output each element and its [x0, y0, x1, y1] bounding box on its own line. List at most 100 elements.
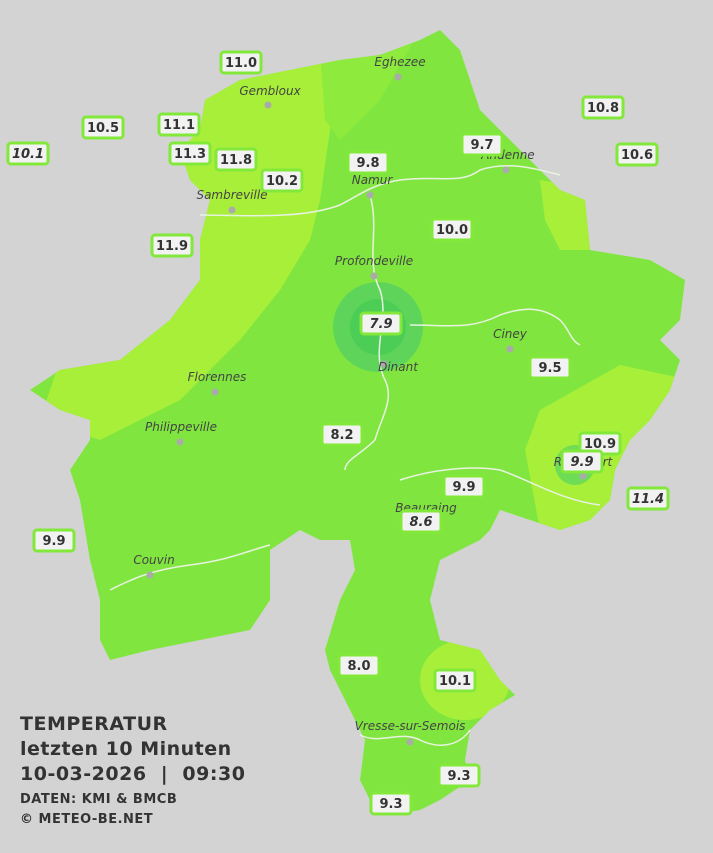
station-value: 10.9 — [584, 437, 616, 452]
station-value: 8.0 — [347, 659, 370, 674]
town-dot — [579, 472, 587, 480]
station-box — [430, 217, 474, 242]
station: 9.7 — [460, 132, 504, 157]
station-box — [460, 132, 504, 157]
station-box — [437, 763, 481, 788]
town-label: Vresse-sur-Semois — [355, 719, 466, 733]
station-box — [359, 311, 403, 336]
station-box — [6, 141, 50, 166]
town-dot — [370, 272, 378, 280]
town-label: Couvin — [133, 553, 174, 567]
station: 10.6 — [615, 142, 659, 167]
station: 10.1 — [433, 668, 477, 693]
legend-period: letzten 10 Minuten — [20, 738, 232, 760]
station-box — [150, 233, 194, 258]
station-value: 7.9 — [369, 317, 392, 332]
town-label: Philippeville — [145, 420, 217, 434]
station-value: 11.9 — [156, 239, 188, 254]
station-box — [157, 112, 201, 137]
station-value: 9.3 — [379, 797, 402, 812]
station: 10.8 — [581, 95, 625, 120]
town-label: Namur — [352, 173, 394, 187]
town-dot — [264, 101, 272, 109]
station-box — [219, 50, 263, 75]
legend-copyright: © METEO-BE.NET — [20, 812, 153, 827]
station-value: 10.8 — [587, 101, 619, 116]
town-dot — [380, 360, 388, 368]
legend-source: DATEN: KMI & BMCB — [20, 792, 177, 807]
town-label: Florennes — [188, 370, 247, 384]
station-value: 10.6 — [621, 148, 653, 163]
station: 9.8 — [346, 150, 390, 175]
town-label: Dinant — [378, 360, 419, 374]
station-box — [260, 168, 304, 193]
legend-datetime: 10-03-2026 | 09:30 — [20, 763, 245, 785]
station: 10.2 — [260, 168, 304, 193]
station: 10.0 — [430, 217, 474, 242]
station: 10.5 — [81, 115, 125, 140]
station-box — [399, 509, 443, 534]
town-label: Profondeville — [335, 254, 413, 268]
station: 9.9 — [442, 474, 486, 499]
station-box — [346, 150, 390, 175]
station-value: 8.2 — [330, 428, 353, 443]
station-box — [581, 95, 625, 120]
station-value: 10.1 — [12, 147, 44, 162]
station: 9.3 — [369, 791, 413, 816]
town-dot — [394, 73, 402, 81]
station-value: 9.9 — [42, 534, 65, 549]
station-value: 11.0 — [225, 56, 257, 71]
station-box — [528, 355, 572, 380]
station-value: 10.0 — [436, 223, 468, 238]
station: 10.1 — [6, 141, 50, 166]
town-dot — [366, 191, 374, 199]
station: 8.6 — [399, 509, 443, 534]
station-box — [433, 668, 477, 693]
station: 9.3 — [437, 763, 481, 788]
station-value: 8.6 — [409, 515, 432, 530]
station-value: 10.5 — [87, 121, 119, 136]
station: 11.1 — [157, 112, 201, 137]
station-value: 9.3 — [447, 769, 470, 784]
town-label: Sambreville — [196, 188, 267, 202]
town-label: Ciney — [493, 327, 528, 341]
station-box — [442, 474, 486, 499]
station: 9.9 — [560, 449, 604, 474]
station-value: 11.8 — [220, 153, 252, 168]
station: 11.0 — [219, 50, 263, 75]
station-box — [369, 791, 413, 816]
station-box — [81, 115, 125, 140]
station-value: 11.4 — [632, 492, 664, 507]
station-value: 9.9 — [570, 455, 593, 470]
station-value: 9.5 — [538, 361, 561, 376]
town-dot — [406, 738, 414, 746]
station-value: 11.3 — [174, 147, 206, 162]
station: 8.2 — [320, 422, 364, 447]
station-box — [320, 422, 364, 447]
station-value: 10.2 — [266, 174, 298, 189]
town-label: Eghezee — [374, 55, 425, 69]
station: 7.9 — [359, 311, 403, 336]
station-value: 9.7 — [470, 138, 493, 153]
station: 11.4 — [626, 486, 670, 511]
station: 11.3 — [168, 141, 212, 166]
town-dot — [146, 571, 154, 579]
town-dot — [176, 438, 184, 446]
town-label: Gembloux — [239, 84, 301, 98]
town-dot — [211, 388, 219, 396]
town-dot — [506, 345, 514, 353]
station-box — [626, 486, 670, 511]
station-box — [337, 653, 381, 678]
station: 9.9 — [32, 528, 76, 553]
station: 11.9 — [150, 233, 194, 258]
station-value: 11.1 — [163, 118, 195, 133]
station-box — [168, 141, 212, 166]
station-box — [615, 142, 659, 167]
town-dot — [228, 206, 236, 214]
station-value: 9.8 — [356, 156, 379, 171]
station-box — [214, 147, 258, 172]
station-value: 9.9 — [452, 480, 475, 495]
station-box — [560, 449, 604, 474]
legend-title: TEMPERATUR — [20, 713, 168, 735]
